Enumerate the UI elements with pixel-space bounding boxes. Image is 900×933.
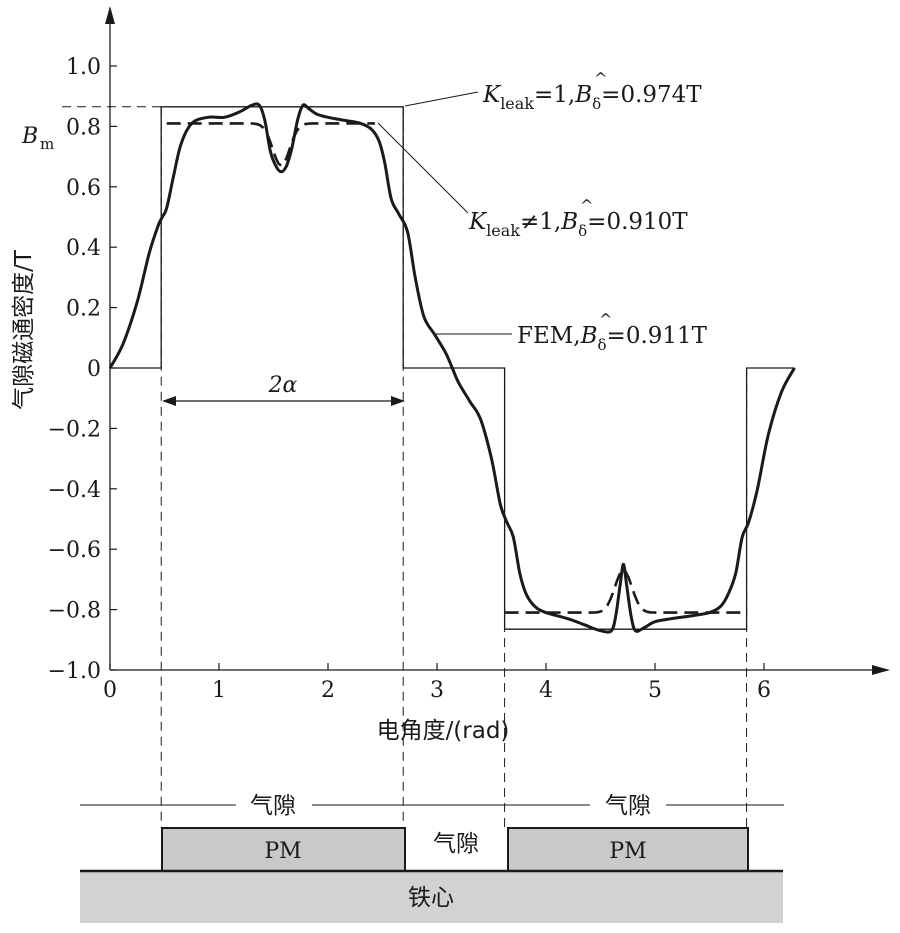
span-arrow-right bbox=[391, 396, 405, 406]
axes bbox=[105, 6, 890, 675]
x-tick-label: 6 bbox=[757, 678, 771, 703]
ann1-value: =0.974T bbox=[601, 82, 702, 108]
ann3-value: =0.911T bbox=[607, 323, 708, 349]
ann2-b: B bbox=[560, 209, 578, 235]
ann3-hat: ^ bbox=[599, 310, 612, 329]
x-tick-label: 1 bbox=[212, 678, 226, 703]
pm-right-label: PM bbox=[609, 839, 646, 864]
y-tick-label: −0.4 bbox=[48, 478, 101, 503]
iron-core bbox=[80, 871, 783, 923]
y-tick-label: −1.0 bbox=[48, 659, 101, 684]
x-tick-label: 3 bbox=[430, 678, 444, 703]
y-tick-label: −0.2 bbox=[48, 417, 101, 442]
span-arrow-left bbox=[162, 396, 176, 406]
ann2-k: K bbox=[468, 209, 488, 235]
x-axis-arrow bbox=[872, 665, 890, 675]
span-label: 2α bbox=[268, 373, 298, 398]
y-tick-label: 1.0 bbox=[66, 55, 101, 80]
y-axis-label: 气隙磁通密度/T bbox=[11, 249, 37, 410]
ann2-delta: δ bbox=[578, 222, 587, 240]
leader-kleak1 bbox=[404, 91, 479, 107]
bm-label: B m bbox=[21, 124, 54, 153]
svg-text:Kleak=1,Bδ=0.974T: Kleak=1,Bδ=0.974T bbox=[482, 82, 702, 113]
series-layer bbox=[108, 102, 796, 634]
leader-lines bbox=[377, 91, 512, 335]
y-axis-arrow bbox=[105, 6, 115, 24]
ann2-sub: leak bbox=[486, 221, 520, 240]
svg-text:FEM,Bδ=0.911T: FEM,Bδ=0.911T bbox=[517, 323, 708, 354]
air-gap-left-label: 气隙 bbox=[250, 793, 296, 819]
x-tick-label: 0 bbox=[103, 678, 117, 703]
y-ticks: 1.0 0.8 0.6 0.4 0.2 0 −0.2 −0.4 −0.6 −0.8 −1.0 bbox=[48, 55, 117, 684]
ann1-delta: δ bbox=[592, 95, 601, 113]
ann1-sub: leak bbox=[500, 94, 534, 113]
x-axis-label: 电角度/(rad) bbox=[377, 718, 510, 744]
y-tick-label: 0.6 bbox=[66, 176, 101, 201]
series-fem-line bbox=[108, 102, 796, 634]
air-gap-middle-label: 气隙 bbox=[433, 831, 479, 857]
ann1-k: K bbox=[482, 82, 502, 108]
pm-left bbox=[161, 827, 406, 872]
ann2-rest: ≠1, bbox=[520, 209, 561, 235]
ann3-prefix: FEM, bbox=[517, 323, 581, 349]
ann3-delta: δ bbox=[598, 336, 607, 354]
y-tick-label: 0 bbox=[87, 357, 101, 382]
pm-left-label: PM bbox=[264, 839, 301, 864]
y-tick-label: −0.8 bbox=[48, 599, 101, 624]
ann3-b: B bbox=[580, 323, 598, 349]
y-tick-label: −0.6 bbox=[48, 538, 101, 563]
leader-kleakne1 bbox=[377, 122, 469, 214]
x-tick-label: 5 bbox=[648, 678, 662, 703]
y-tick-label: 0.4 bbox=[66, 236, 101, 261]
iron-core-label: 铁心 bbox=[408, 885, 454, 911]
span-2alpha: 2α bbox=[162, 373, 405, 406]
series-kleakne1-line bbox=[166, 122, 375, 168]
pm-right bbox=[507, 827, 749, 872]
ann1-hat: ^ bbox=[594, 69, 607, 88]
annotation-kleak1: Kleak=1,Bδ=0.974T ^ bbox=[482, 69, 702, 113]
ann2-value: =0.910T bbox=[587, 209, 688, 235]
machine-structure: 气隙 气隙 PM PM 气隙 铁心 bbox=[80, 793, 784, 923]
annotation-kleakne1: Kleak≠1,Bδ=0.910T ^ bbox=[468, 196, 688, 240]
bm-label-sub: m bbox=[40, 135, 54, 153]
x-tick-label: 4 bbox=[539, 678, 553, 703]
ann1-rest: =1, bbox=[534, 82, 575, 108]
y-tick-label: 0.8 bbox=[66, 115, 101, 140]
bm-label-b: B bbox=[21, 124, 38, 149]
x-tick-label: 2 bbox=[321, 678, 335, 703]
annotation-fem: FEM,Bδ=0.911T ^ bbox=[517, 310, 708, 354]
ann1-b: B bbox=[574, 82, 592, 108]
y-tick-label: 0.2 bbox=[66, 297, 101, 322]
x-ticks: 0 1 2 3 4 5 6 bbox=[103, 663, 771, 703]
air-gap-right-label: 气隙 bbox=[605, 793, 651, 819]
ann2-hat: ^ bbox=[580, 196, 593, 215]
svg-text:Kleak≠1,Bδ=0.910T: Kleak≠1,Bδ=0.910T bbox=[468, 209, 688, 240]
